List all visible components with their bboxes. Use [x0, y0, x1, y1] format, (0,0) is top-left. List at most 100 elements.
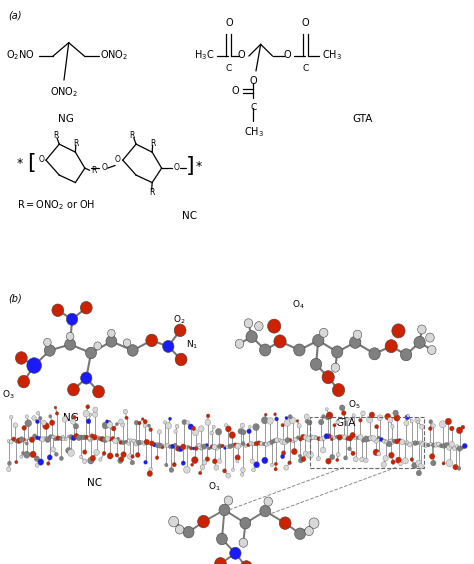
Circle shape: [347, 435, 353, 441]
Circle shape: [200, 446, 203, 450]
Circle shape: [377, 415, 383, 421]
Circle shape: [279, 517, 291, 530]
Circle shape: [311, 435, 316, 440]
Circle shape: [175, 525, 184, 534]
Circle shape: [92, 412, 98, 417]
Circle shape: [59, 437, 63, 440]
Circle shape: [32, 416, 36, 420]
Circle shape: [281, 424, 284, 427]
Circle shape: [164, 463, 168, 467]
Circle shape: [226, 473, 231, 478]
Circle shape: [421, 442, 425, 447]
Circle shape: [85, 435, 89, 439]
Circle shape: [27, 358, 42, 373]
Circle shape: [267, 417, 273, 424]
Circle shape: [92, 434, 97, 440]
Circle shape: [294, 344, 305, 356]
Circle shape: [197, 443, 201, 447]
Text: GTA: GTA: [353, 114, 373, 124]
Circle shape: [218, 459, 222, 464]
Circle shape: [212, 444, 217, 450]
Circle shape: [284, 465, 289, 470]
Circle shape: [241, 468, 246, 473]
Circle shape: [419, 424, 424, 429]
Circle shape: [333, 424, 336, 427]
Circle shape: [89, 413, 92, 416]
Circle shape: [374, 439, 378, 443]
Circle shape: [264, 442, 269, 447]
Circle shape: [149, 428, 153, 431]
Circle shape: [255, 321, 263, 331]
Circle shape: [49, 420, 55, 426]
Circle shape: [136, 452, 140, 457]
Circle shape: [353, 330, 362, 339]
Circle shape: [249, 441, 253, 446]
Circle shape: [254, 461, 260, 468]
Circle shape: [275, 417, 279, 421]
Circle shape: [224, 424, 228, 427]
Circle shape: [117, 437, 119, 440]
Circle shape: [297, 424, 301, 428]
Text: C: C: [302, 64, 309, 73]
Circle shape: [206, 414, 210, 418]
Circle shape: [362, 439, 365, 442]
Circle shape: [240, 423, 245, 428]
Circle shape: [240, 517, 251, 529]
Circle shape: [384, 440, 389, 444]
Circle shape: [339, 405, 345, 411]
Circle shape: [148, 441, 151, 444]
Circle shape: [137, 421, 141, 425]
Circle shape: [165, 443, 170, 447]
Text: O: O: [302, 18, 310, 28]
Circle shape: [210, 445, 214, 449]
Circle shape: [82, 450, 87, 455]
Circle shape: [377, 436, 380, 439]
Text: O$_2$: O$_2$: [173, 313, 186, 325]
Circle shape: [253, 424, 259, 430]
Circle shape: [336, 452, 340, 457]
Circle shape: [143, 424, 146, 428]
Circle shape: [93, 385, 104, 398]
Circle shape: [187, 446, 190, 448]
Circle shape: [56, 436, 60, 440]
Circle shape: [71, 419, 76, 425]
Circle shape: [278, 438, 281, 442]
Circle shape: [239, 538, 247, 547]
Circle shape: [296, 436, 300, 439]
Circle shape: [108, 329, 115, 337]
Circle shape: [401, 349, 412, 361]
Circle shape: [449, 426, 454, 431]
Circle shape: [423, 443, 428, 447]
Circle shape: [35, 463, 39, 468]
Circle shape: [307, 451, 313, 459]
Circle shape: [356, 436, 359, 439]
Circle shape: [332, 384, 345, 396]
Circle shape: [416, 460, 422, 466]
Circle shape: [418, 464, 423, 469]
Circle shape: [157, 430, 162, 434]
Circle shape: [296, 420, 299, 422]
Circle shape: [190, 447, 192, 450]
Circle shape: [322, 436, 326, 440]
Circle shape: [305, 527, 313, 536]
Circle shape: [252, 442, 255, 446]
Circle shape: [130, 460, 135, 465]
Circle shape: [330, 438, 333, 441]
Circle shape: [284, 420, 291, 426]
Circle shape: [175, 446, 181, 451]
Circle shape: [322, 371, 334, 384]
Circle shape: [415, 417, 420, 423]
Circle shape: [147, 424, 151, 428]
Circle shape: [90, 455, 96, 461]
Circle shape: [216, 447, 219, 450]
Circle shape: [134, 420, 138, 425]
Circle shape: [431, 460, 436, 466]
Circle shape: [317, 437, 321, 440]
Circle shape: [353, 457, 358, 462]
Circle shape: [267, 442, 271, 446]
Text: R: R: [91, 166, 97, 175]
Circle shape: [351, 451, 355, 456]
Circle shape: [19, 437, 24, 442]
Circle shape: [54, 438, 57, 441]
Circle shape: [408, 442, 412, 447]
